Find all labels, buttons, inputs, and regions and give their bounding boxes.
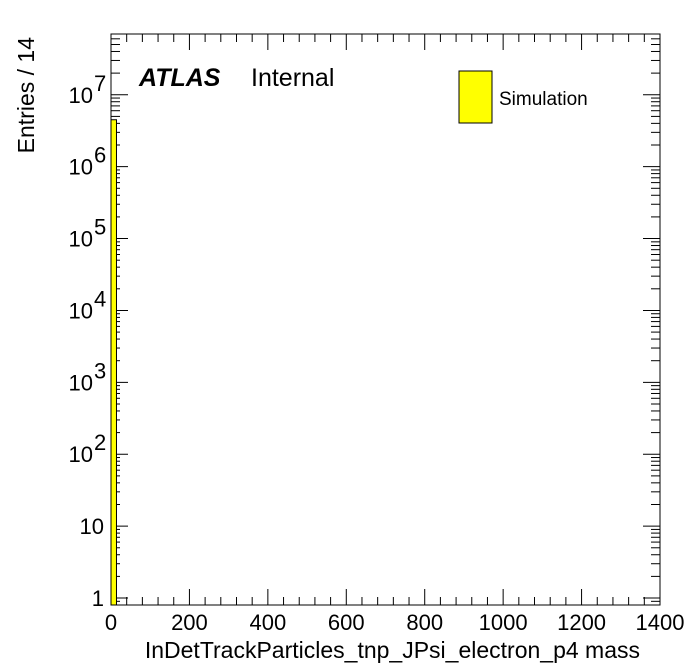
x-tick-label: 1000 [479,610,528,635]
y-tick-label: 10 [69,155,93,180]
x-tick-labels: 0 200 400 600 800 1000 1200 1400 [105,610,685,635]
y-tick-label: 10 [69,83,93,108]
internal-label: Internal [251,64,334,92]
atlas-label: ATLAS [138,64,221,92]
y-tick-exponent: 7 [94,71,106,96]
y-tick-label: 1 [92,586,104,611]
y-tick-label: 10 [69,298,93,323]
y-tick-exponent: 6 [94,143,106,168]
y-tick-label: 10 [80,514,104,539]
plot-frame [110,33,661,606]
y-tick-exponent: 2 [94,430,106,455]
histogram-bars [110,119,117,605]
axis-ticks [110,33,661,606]
x-tick-label: 0 [105,610,117,635]
x-tick-label: 200 [171,610,208,635]
y-tick-label: 10 [69,227,93,252]
y-tick-label: 10 [69,442,93,467]
histogram-bar [111,119,117,605]
legend-label-simulation: Simulation [499,89,588,110]
y-tick-exponent: 4 [94,286,106,311]
x-tick-label: 1400 [636,610,685,635]
x-tick-label: 800 [406,610,443,635]
x-tick-label: 400 [249,610,286,635]
legend-swatch-simulation [458,70,493,124]
y-tick-exponent: 3 [94,358,106,383]
x-tick-label: 600 [328,610,365,635]
x-axis-title: InDetTrackParticles_tnp_JPsi_electron_p4… [145,637,640,663]
y-tick-exponent: 5 [94,215,106,240]
y-axis-title: Entries / 14 [13,37,39,154]
y-tick-label: 10 [69,370,93,395]
x-tick-label: 1200 [557,610,606,635]
